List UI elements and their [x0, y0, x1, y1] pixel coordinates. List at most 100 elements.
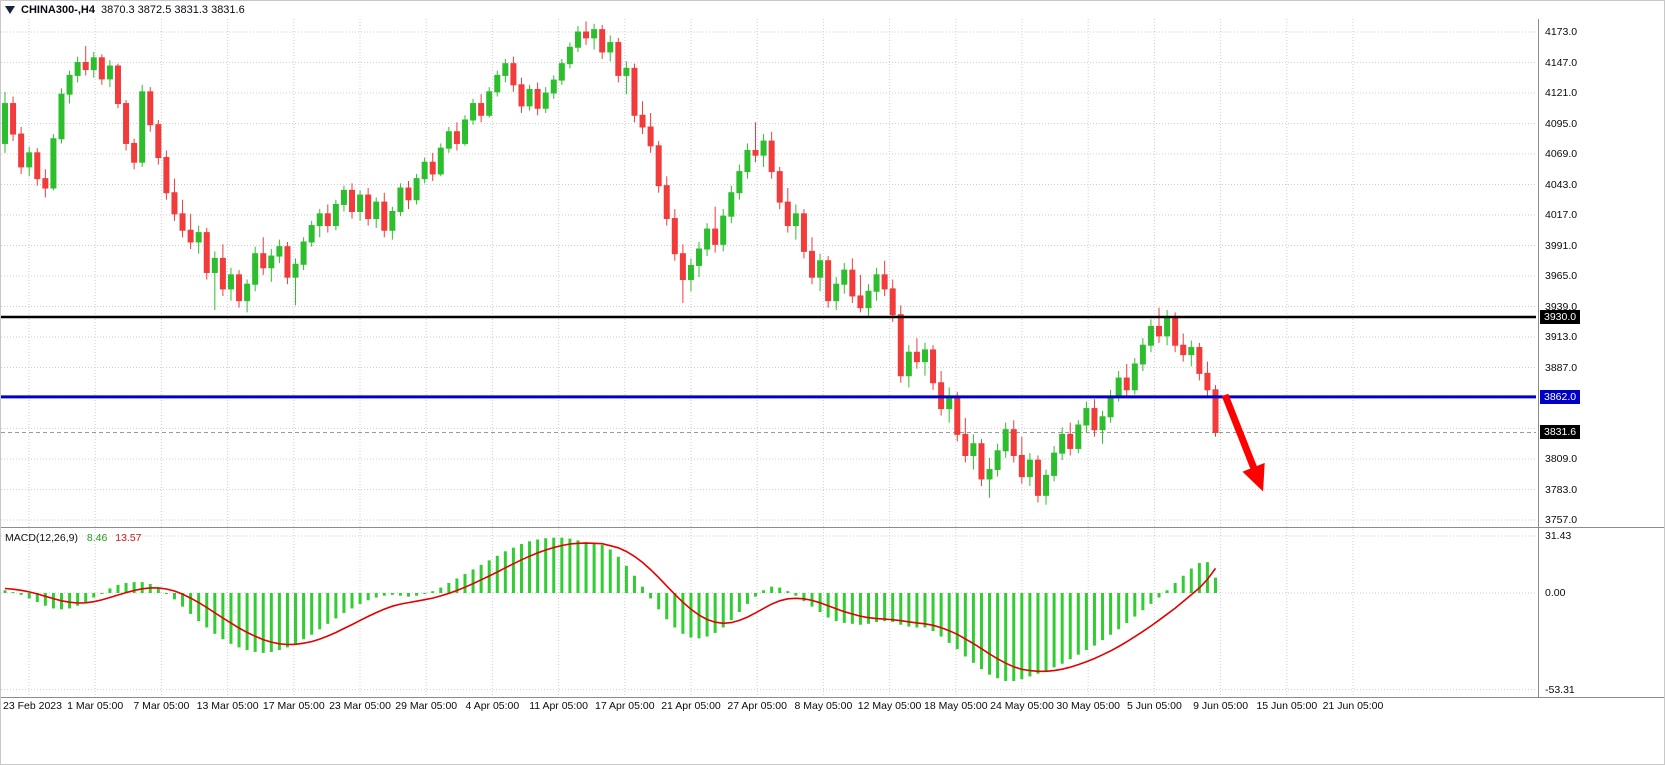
candle-body — [1107, 396, 1114, 418]
candle-body — [800, 213, 807, 252]
candle-body — [1010, 429, 1017, 456]
candle-body — [445, 131, 452, 149]
macd-histogram-bar — [156, 587, 160, 593]
macd-indicator-chart[interactable] — [1, 529, 1538, 697]
candle-body — [865, 290, 872, 309]
candle-body — [1083, 408, 1090, 426]
macd-histogram-bar — [713, 593, 717, 633]
time-label: 17 Mar 05:00 — [262, 700, 325, 712]
macd-histogram-bar — [568, 538, 572, 593]
macd-histogram-bar — [253, 593, 257, 652]
candle-body — [712, 228, 719, 245]
candle-body — [66, 74, 73, 95]
macd-histogram-bar — [584, 542, 588, 593]
time-label: 8 May 05:00 — [794, 700, 853, 712]
candle-body — [558, 63, 565, 81]
macd-histogram-bar — [1173, 583, 1177, 593]
candle-body — [131, 142, 138, 163]
macd-histogram-bar — [988, 593, 992, 675]
candle-body — [453, 131, 460, 144]
candle-body — [962, 433, 969, 456]
price-label: 3991.0 — [1545, 239, 1578, 252]
macd-histogram-bar — [423, 593, 427, 594]
time-label: 29 Mar 05:00 — [395, 700, 458, 712]
macd-histogram-bar — [923, 593, 927, 628]
candle-body — [236, 274, 243, 302]
macd-histogram-bar — [229, 593, 233, 644]
macd-histogram-bar — [1044, 593, 1048, 671]
macd-histogram-bar — [907, 593, 911, 627]
price-axis[interactable]: 4173.0 4147.0 4121.0 4095.0 4069.0 4043.0 4017… — [1538, 1, 1664, 764]
time-label: 21 Jun 05:00 — [1322, 700, 1384, 712]
candle-body — [292, 263, 299, 278]
candle-body — [2, 103, 8, 144]
macd-histogram-bar — [519, 544, 523, 593]
macd-histogram-bar — [463, 573, 467, 593]
macd-histogram-bar — [528, 541, 532, 593]
candle-body — [187, 229, 194, 243]
macd-signal-line — [4, 542, 1217, 673]
candle-body — [550, 79, 557, 94]
candle-body — [857, 295, 864, 309]
macd-histogram-bar — [1060, 593, 1064, 664]
macd-histogram-bar — [624, 565, 628, 593]
candle-body — [10, 103, 17, 135]
candle-body — [413, 178, 420, 201]
candle-body — [437, 147, 444, 175]
candle-body — [98, 57, 105, 80]
macd-histogram-bar — [673, 593, 677, 628]
candle-body — [90, 57, 97, 71]
candle-body — [1123, 377, 1130, 391]
macd-histogram-bar — [221, 593, 225, 640]
candle-body — [510, 63, 517, 86]
candle-body — [970, 443, 977, 456]
candle-body — [123, 103, 130, 144]
candlestick-chart[interactable] — [1, 19, 1538, 527]
candle-body — [873, 274, 880, 292]
candle-body — [655, 145, 662, 187]
candle-body — [340, 189, 347, 205]
candle-body — [82, 62, 89, 71]
macd-histogram-bar — [27, 593, 31, 599]
macd-histogram-bar — [11, 592, 15, 594]
macd-histogram-bar — [455, 578, 459, 593]
macd-axis-label: -53.31 — [1545, 683, 1575, 696]
macd-histogram-bar — [1157, 593, 1161, 598]
macd-histogram-bar — [342, 593, 346, 613]
chart-title-bar: CHINA300-,H4 3870.3 3872.5 3831.3 3831.6 — [1, 1, 245, 19]
candle-body — [954, 396, 961, 435]
macd-histogram-bar — [407, 593, 410, 597]
candle-body — [817, 260, 824, 278]
candle-body — [768, 140, 775, 173]
axis-separator-vertical — [1538, 19, 1539, 697]
macd-histogram-bar — [35, 593, 39, 603]
price-label: 4043.0 — [1545, 178, 1578, 191]
macd-histogram-bar — [721, 593, 725, 628]
candle-body — [1043, 474, 1050, 496]
candle-body — [397, 187, 404, 212]
candle-body — [631, 67, 638, 116]
macd-histogram-bar — [84, 593, 88, 603]
candle-body — [663, 185, 670, 220]
down-arrow[interactable] — [1221, 393, 1265, 492]
price-label: 3913.0 — [1545, 331, 1578, 343]
macd-histogram-bar — [1197, 563, 1201, 593]
candle-body — [155, 124, 162, 159]
candle-body — [986, 469, 993, 480]
time-axis[interactable]: 23 Feb 2023 1 Mar 05:00 7 Mar 05:00 13 Mar … — [1, 700, 1538, 714]
candle-body — [324, 213, 331, 227]
candle-body — [211, 257, 218, 273]
price-label: 3887.0 — [1545, 361, 1578, 374]
macd-histogram-bar — [842, 593, 846, 623]
candle-body — [792, 213, 799, 227]
macd-histogram-bar — [1076, 593, 1080, 655]
macd-histogram-bar — [1141, 593, 1145, 611]
candle-body — [696, 248, 703, 266]
time-label: 9 Jun 05:00 — [1193, 700, 1249, 712]
candle-body — [1180, 344, 1187, 356]
candle-body — [139, 91, 146, 163]
macd-histogram-bar — [285, 593, 289, 648]
candle-body — [946, 396, 953, 410]
candle-body — [752, 149, 759, 156]
macd-indicator-label: MACD(12,26,9) 8.46 13.57 — [5, 532, 142, 544]
